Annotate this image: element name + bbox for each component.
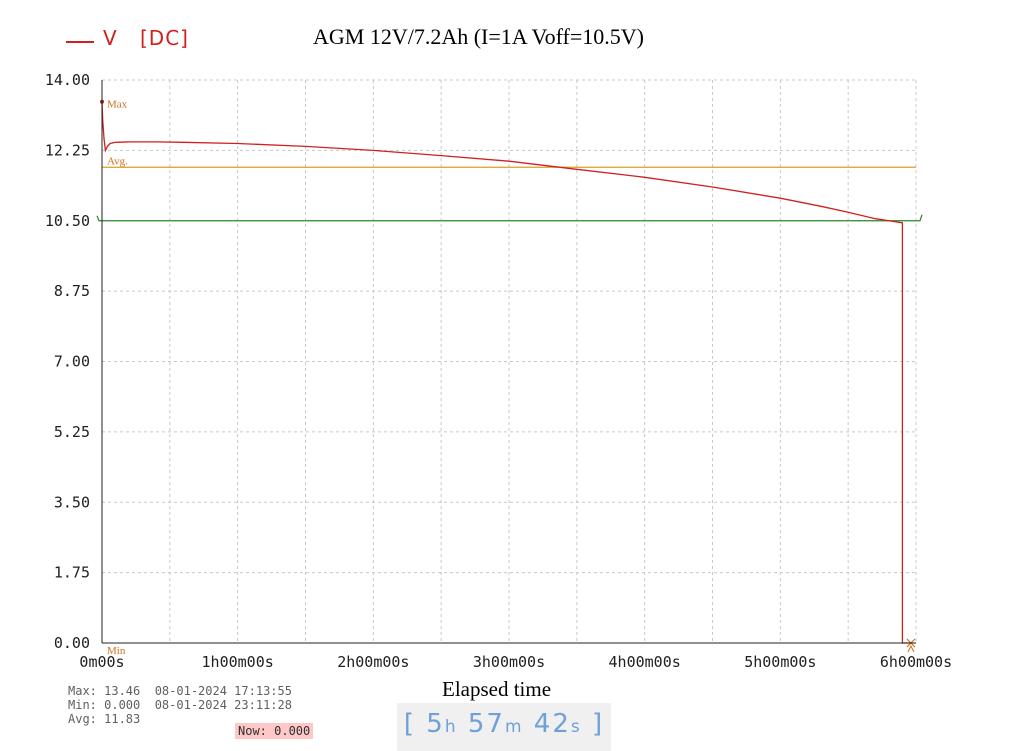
elapsed-close-bracket: ] (592, 709, 605, 739)
x-axis-title: Elapsed time (442, 677, 552, 701)
elapsed-minutes: 57 (467, 709, 505, 739)
avg-marker-label: Avg. (107, 155, 128, 167)
axes (101, 80, 916, 644)
y-tick-label: 1.75 (54, 564, 90, 582)
grid (102, 79, 917, 643)
x-tick-label: 6h00m00s (880, 653, 952, 671)
y-tick-label: 12.25 (45, 141, 90, 159)
series-layer (101, 101, 911, 644)
elapsed-hours: 5 (426, 709, 445, 739)
markers: Max Avg. Min (100, 99, 916, 657)
chart-title: AGM 12V/7.2Ah (I=1A Voff=10.5V) (313, 24, 644, 49)
x-tick-label: 1h00m00s (202, 653, 274, 671)
stat-avg: Avg: 11.83 (68, 712, 141, 726)
x-tick-label: 5h00m00s (744, 653, 816, 671)
y-tick-label: 5.25 (54, 423, 90, 441)
reference-lines (96, 166, 923, 222)
min-marker-caret (907, 644, 915, 653)
stat-min: Min: 0.000 08-01-2024 23:11:28 (68, 698, 292, 712)
elapsed-seconds: 42 (533, 709, 571, 739)
elapsed-minutes-unit: m (504, 717, 524, 737)
x-tick-label: 2h00m00s (337, 653, 409, 671)
elapsed-time-value: [ 5h 57m 42s ] (397, 709, 611, 739)
series-line-v (101, 101, 911, 644)
y-tick-label: 8.75 (54, 282, 90, 300)
x-tick-label: 3h00m00s (473, 653, 545, 671)
voff-right-cap (916, 214, 923, 222)
elapsed-open-bracket: [ (403, 709, 416, 739)
legend-series-label: V (103, 26, 118, 50)
y-tick-label: 10.50 (45, 212, 90, 230)
x-tick-label: 0m00s (79, 653, 124, 671)
legend-mode-label: [DC] (140, 26, 189, 50)
axis-ticks: 0.00 1.75 3.50 5.25 7.00 8.75 10.50 12.25 14.00 0… (45, 71, 952, 671)
elapsed-seconds-unit: s (570, 717, 582, 737)
min-marker-label: Min (107, 645, 126, 657)
stats-panel: Max: 13.46 08-01-2024 17:13:55 Min: 0.000… (68, 684, 292, 726)
y-tick-label: 3.50 (54, 493, 90, 511)
max-marker-label: Max (107, 99, 128, 111)
y-tick-label: 7.00 (54, 353, 90, 371)
stat-max: Max: 13.46 08-01-2024 17:13:55 (68, 684, 292, 698)
y-tick-label: 14.00 (45, 71, 90, 89)
voff-left-cap (96, 215, 102, 222)
elapsed-time-display: [ 5h 57m 42s ] (397, 703, 611, 751)
elapsed-hours-unit: h (444, 717, 458, 737)
y-tick-label: 0.00 (54, 634, 90, 652)
x-tick-label: 4h00m00s (609, 653, 681, 671)
now-readout: Now: 0.000 (235, 723, 314, 739)
